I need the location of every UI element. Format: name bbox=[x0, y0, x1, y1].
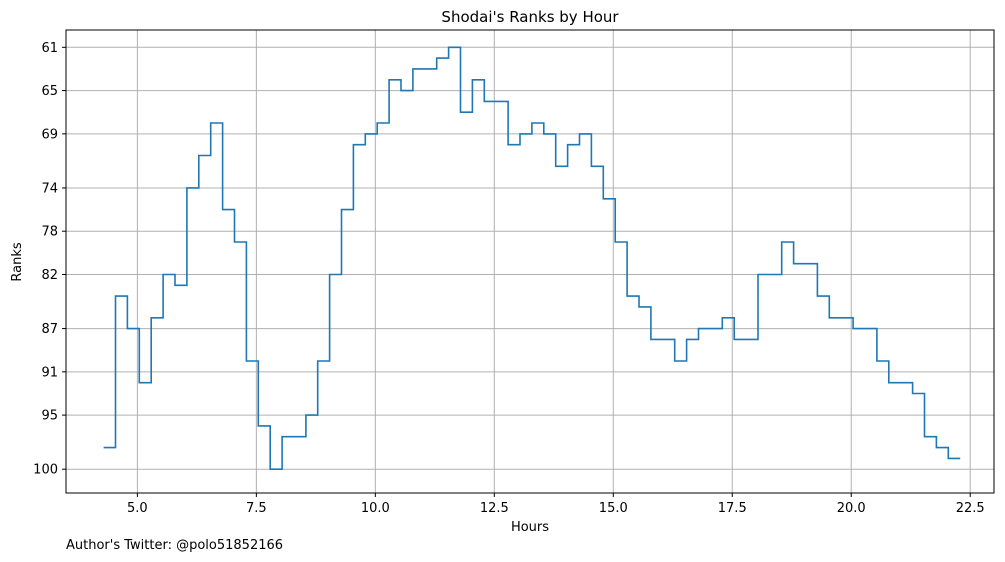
author-credit: Author's Twitter: @polo51852166 bbox=[66, 538, 284, 553]
step-line bbox=[103, 46, 961, 470]
y-tick-label: 82 bbox=[41, 268, 58, 283]
plot-frame bbox=[65, 29, 995, 494]
x-tick-label: 22.5 bbox=[956, 501, 985, 516]
x-tick-label: 10.0 bbox=[361, 501, 390, 516]
y-tick-label: 91 bbox=[41, 365, 58, 380]
x-tick-label: 17.5 bbox=[718, 501, 747, 516]
y-tick-label: 95 bbox=[41, 409, 58, 424]
x-tick-label: 20.0 bbox=[837, 501, 866, 516]
y-tick-label: 78 bbox=[41, 225, 58, 240]
x-axis-label: Hours bbox=[511, 520, 549, 535]
x-ticks: 5.0 7.5 10.0 12.5 15.0 17.5 20.0 22.5 bbox=[127, 493, 985, 516]
y-tick-label: 61 bbox=[41, 41, 58, 56]
y-ticks: 61 65 69 74 78 82 87 91 95 100 bbox=[33, 41, 66, 478]
x-tick-label: 7.5 bbox=[246, 501, 267, 516]
x-tick-label: 5.0 bbox=[127, 501, 148, 516]
x-tick-label: 12.5 bbox=[480, 501, 509, 516]
y-axis-label: Ranks bbox=[10, 242, 25, 281]
y-tick-label: 65 bbox=[41, 84, 58, 99]
y-tick-label: 87 bbox=[41, 322, 58, 337]
ranks-step-series bbox=[103, 46, 961, 470]
y-tick-label: 69 bbox=[41, 127, 58, 142]
y-tick-label: 100 bbox=[33, 463, 58, 478]
x-tick-label: 15.0 bbox=[599, 501, 628, 516]
y-tick-label: 74 bbox=[41, 181, 58, 196]
chart-title: Shodai's Ranks by Hour bbox=[441, 8, 619, 26]
grid-lines bbox=[66, 30, 994, 493]
